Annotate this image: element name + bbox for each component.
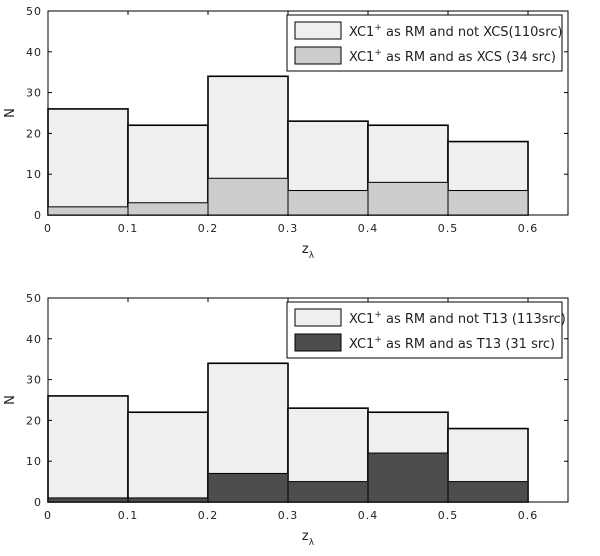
legend-entry-superscript: + [374,310,382,320]
legend-entry-prefix: XC1 [349,312,374,327]
legend-entry-suffix: as RM and not T13 (113src) [382,312,566,327]
bar-subset-5 [447,481,529,503]
bar-total-1 [127,411,209,503]
y-tick-label: 30 [26,87,42,100]
legend-entry-prefix: XC1 [349,337,374,352]
y-tick-label: 20 [26,414,42,427]
y-tick-label: 10 [26,455,42,468]
legend-entry-prefix: XC1 [349,25,374,40]
y-axis-label: N [3,108,18,118]
y-axis-label: N [3,395,18,405]
x-axis-label: zλ [302,242,315,261]
bar-subset-1 [127,202,209,216]
x-axis-label-main: z [302,529,309,544]
x-axis-label: zλ [302,529,315,548]
bar-subset-5 [447,190,529,216]
x-tick-label: 0.3 [278,222,299,235]
legend-entry-label: XC1+ as RM and not XCS(110src) [349,23,562,40]
x-tick-label: 0.6 [518,222,539,235]
legend: XC1+ as RM and not T13 (113src)XC1+ as R… [286,301,566,359]
legend-swatch [294,21,342,40]
bar-subset-0 [47,206,129,216]
legend-entry-superscript: + [374,335,382,345]
x-tick-label: 0.6 [518,509,539,522]
y-tick-label: 10 [26,168,42,181]
legend-swatch [294,308,342,327]
y-tick-label: 40 [26,333,42,346]
y-tick-label: 40 [26,46,42,59]
bar-subset-4 [367,181,449,216]
x-axis-label-main: z [302,242,309,257]
bar-subset-0 [47,497,129,503]
x-tick-label: 0.2 [198,222,219,235]
y-tick-label: 50 [26,292,42,305]
bar-total-0 [47,395,129,503]
bar-subset-2 [207,177,289,216]
legend-entry-label: XC1+ as RM and not T13 (113src) [349,310,566,327]
x-tick-label: 0.2 [198,509,219,522]
legend-entry-superscript: + [374,23,382,33]
x-tick-label: 0.4 [358,509,379,522]
legend: XC1+ as RM and not XCS(110src)XC1+ as RM… [286,14,563,72]
x-tick-label: 0.5 [438,509,459,522]
x-axis-label-subscript: λ [309,251,315,261]
y-tick-label: 0 [34,209,42,222]
legend-entry-superscript: + [374,48,382,58]
x-tick-label: 0.5 [438,222,459,235]
x-tick-label: 0.3 [278,509,299,522]
bar-subset-1 [127,497,209,503]
bar-total-0 [47,108,129,216]
legend-swatch [294,46,342,65]
x-tick-label: 0.1 [118,509,139,522]
legend-entry-label: XC1+ as RM and as XCS (34 src) [349,48,556,65]
x-tick-label: 0.1 [118,222,139,235]
legend-entry-suffix: as RM and as T13 (31 src) [382,337,555,352]
y-tick-label: 20 [26,127,42,140]
x-tick-label: 0.4 [358,222,379,235]
bar-subset-3 [287,481,369,503]
legend-swatch [294,333,342,352]
bar-subset-3 [287,190,369,216]
y-tick-label: 0 [34,496,42,509]
bar-subset-4 [367,452,449,503]
bar-total-1 [127,124,209,216]
y-tick-label: 50 [26,5,42,18]
x-tick-label: 0 [44,222,52,235]
legend-entry-suffix: as RM and not XCS(110src) [382,25,563,40]
legend-entry-suffix: as RM and as XCS (34 src) [382,50,556,65]
y-tick-label: 30 [26,374,42,387]
x-axis-label-subscript: λ [309,538,315,548]
legend-entry-prefix: XC1 [349,50,374,65]
legend-entry-label: XC1+ as RM and as T13 (31 src) [349,335,555,352]
x-tick-label: 0 [44,509,52,522]
bar-subset-2 [207,472,289,503]
